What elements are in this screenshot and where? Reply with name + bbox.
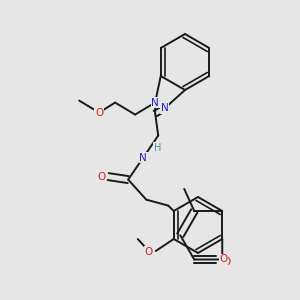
Text: N: N bbox=[161, 103, 169, 113]
Text: O: O bbox=[222, 257, 230, 268]
Text: O: O bbox=[97, 172, 105, 182]
Text: O: O bbox=[219, 254, 227, 265]
Text: N: N bbox=[139, 153, 147, 163]
Text: O: O bbox=[95, 108, 103, 118]
Text: N: N bbox=[151, 98, 159, 108]
Text: H: H bbox=[154, 142, 161, 153]
Text: O: O bbox=[145, 247, 153, 257]
